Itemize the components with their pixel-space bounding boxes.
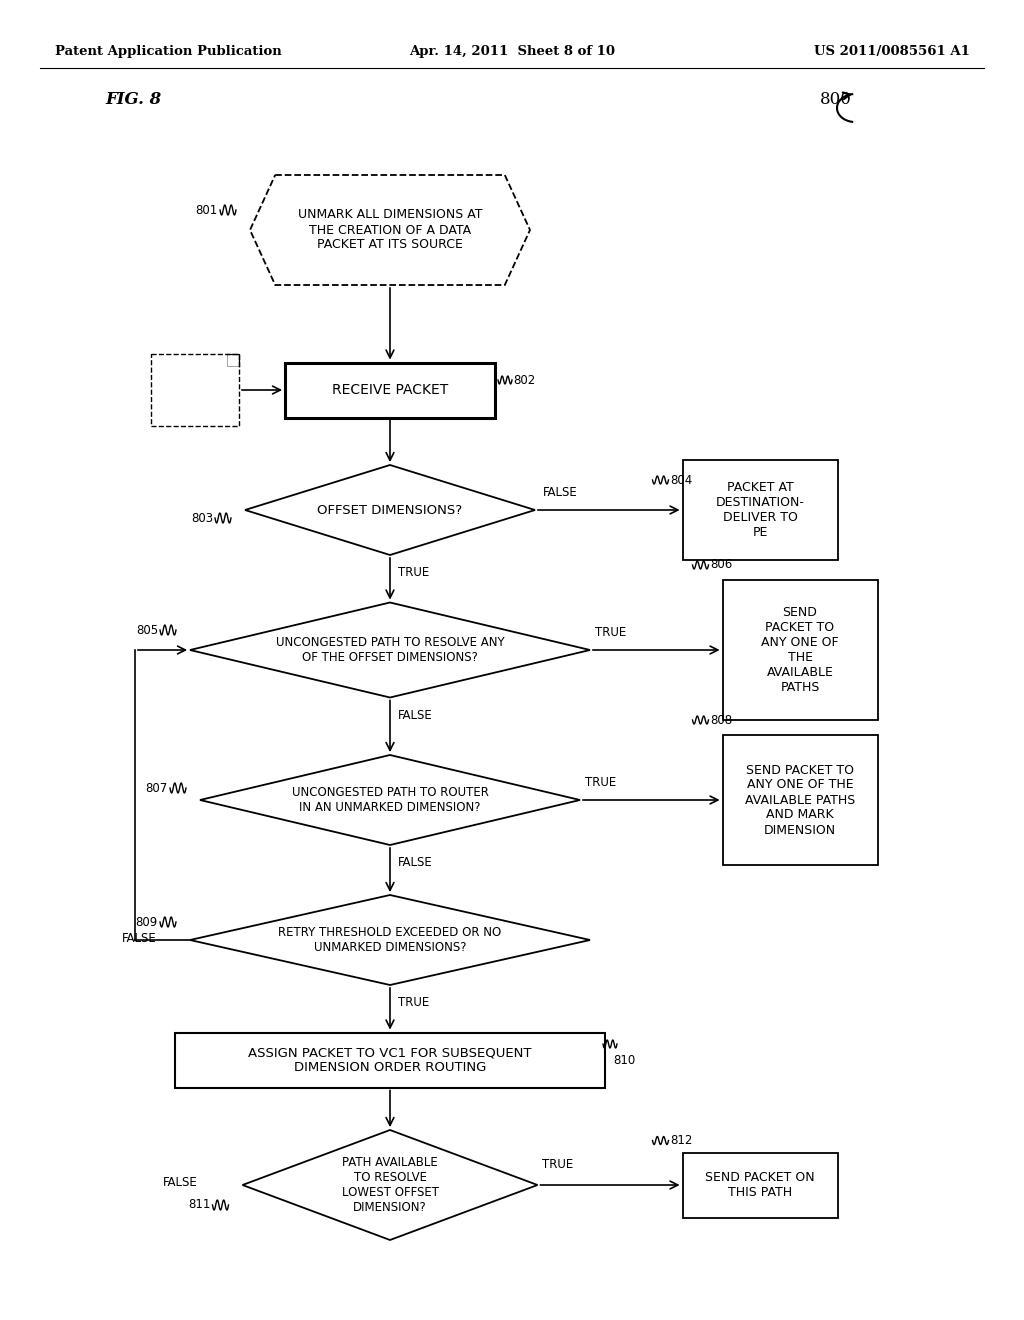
Text: FALSE: FALSE xyxy=(163,1176,198,1189)
Text: 806: 806 xyxy=(711,558,733,572)
FancyBboxPatch shape xyxy=(285,363,495,417)
Text: ASSIGN PACKET TO VC1 FOR SUBSEQUENT
DIMENSION ORDER ROUTING: ASSIGN PACKET TO VC1 FOR SUBSEQUENT DIME… xyxy=(248,1045,531,1074)
Text: 811: 811 xyxy=(188,1199,211,1212)
Text: FALSE: FALSE xyxy=(398,857,433,870)
Text: SEND
PACKET TO
ANY ONE OF
THE
AVAILABLE
PATHS: SEND PACKET TO ANY ONE OF THE AVAILABLE … xyxy=(761,606,839,694)
FancyBboxPatch shape xyxy=(151,354,239,426)
Polygon shape xyxy=(190,602,590,697)
Text: 810: 810 xyxy=(613,1053,635,1067)
Text: 809: 809 xyxy=(136,916,158,928)
Text: SEND PACKET TO
ANY ONE OF THE
AVAILABLE PATHS
AND MARK
DIMENSION: SEND PACKET TO ANY ONE OF THE AVAILABLE … xyxy=(744,763,855,837)
Text: UNCONGESTED PATH TO ROUTER
IN AN UNMARKED DIMENSION?: UNCONGESTED PATH TO ROUTER IN AN UNMARKE… xyxy=(292,785,488,814)
FancyBboxPatch shape xyxy=(175,1032,605,1088)
Text: 800: 800 xyxy=(820,91,852,108)
Text: UNCONGESTED PATH TO RESOLVE ANY
OF THE OFFSET DIMENSIONS?: UNCONGESTED PATH TO RESOLVE ANY OF THE O… xyxy=(275,636,504,664)
Text: Patent Application Publication: Patent Application Publication xyxy=(55,45,282,58)
Text: TRUE: TRUE xyxy=(595,626,627,639)
Text: RECEIVE PACKET: RECEIVE PACKET xyxy=(332,383,449,397)
Text: 812: 812 xyxy=(671,1134,693,1147)
FancyBboxPatch shape xyxy=(723,735,878,865)
Text: TRUE: TRUE xyxy=(398,997,429,1010)
Text: 808: 808 xyxy=(711,714,732,726)
Text: PACKET AT
DESTINATION-
DELIVER TO
PE: PACKET AT DESTINATION- DELIVER TO PE xyxy=(716,480,805,539)
Text: TRUE: TRUE xyxy=(585,776,616,788)
Text: 802: 802 xyxy=(513,374,536,387)
FancyBboxPatch shape xyxy=(723,579,878,719)
Polygon shape xyxy=(243,1130,538,1239)
Polygon shape xyxy=(245,465,535,554)
Text: 805: 805 xyxy=(136,623,158,636)
Text: Apr. 14, 2011  Sheet 8 of 10: Apr. 14, 2011 Sheet 8 of 10 xyxy=(409,45,615,58)
Text: US 2011/0085561 A1: US 2011/0085561 A1 xyxy=(814,45,970,58)
Text: FALSE: FALSE xyxy=(543,486,578,499)
Text: SEND PACKET ON
THIS PATH: SEND PACKET ON THIS PATH xyxy=(706,1171,815,1199)
Text: FALSE: FALSE xyxy=(398,709,433,722)
Text: 801: 801 xyxy=(196,203,218,216)
FancyBboxPatch shape xyxy=(683,1152,838,1217)
Text: 803: 803 xyxy=(190,511,213,524)
Text: RETRY THRESHOLD EXCEEDED OR NO
UNMARKED DIMENSIONS?: RETRY THRESHOLD EXCEEDED OR NO UNMARKED … xyxy=(279,927,502,954)
Text: TRUE: TRUE xyxy=(398,566,429,579)
Text: TRUE: TRUE xyxy=(543,1159,573,1172)
Text: OFFSET DIMENSIONS?: OFFSET DIMENSIONS? xyxy=(317,503,463,516)
Text: 804: 804 xyxy=(671,474,693,487)
Text: PATH AVAILABLE
TO RESOLVE
LOWEST OFFSET
DIMENSION?: PATH AVAILABLE TO RESOLVE LOWEST OFFSET … xyxy=(341,1156,438,1214)
Polygon shape xyxy=(200,755,580,845)
Polygon shape xyxy=(190,895,590,985)
Text: UNMARK ALL DIMENSIONS AT
THE CREATION OF A DATA
PACKET AT ITS SOURCE: UNMARK ALL DIMENSIONS AT THE CREATION OF… xyxy=(298,209,482,252)
FancyBboxPatch shape xyxy=(683,459,838,560)
Text: FIG. 8: FIG. 8 xyxy=(105,91,161,108)
Text: FALSE: FALSE xyxy=(122,932,157,945)
Polygon shape xyxy=(250,176,530,285)
Text: 807: 807 xyxy=(145,781,168,795)
